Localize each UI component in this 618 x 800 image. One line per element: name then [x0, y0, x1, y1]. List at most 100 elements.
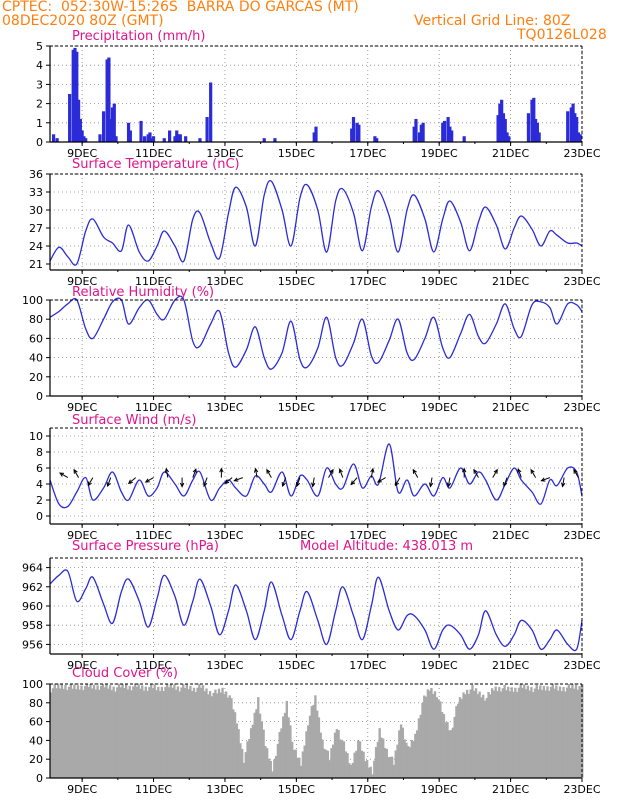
precip-bar: [205, 117, 209, 142]
cloud-bar: [78, 689, 81, 778]
cloud-bar: [423, 695, 426, 778]
cloud-bar: [382, 738, 385, 778]
x-tick-label: 21DEC: [492, 529, 529, 542]
cloud-bar: [542, 685, 546, 778]
cloud-bar: [76, 685, 80, 778]
precip-bar: [146, 134, 150, 142]
x-tick-label: 11DEC: [135, 529, 172, 542]
cloud-bar: [358, 741, 362, 778]
cloud-bar: [260, 721, 264, 778]
cloud-bar: [308, 715, 312, 778]
wind-arrow-head: [540, 477, 546, 482]
y-tick-label: 60: [29, 332, 43, 345]
cloud-bar: [469, 689, 472, 778]
y-tick-label: 100: [22, 294, 43, 307]
wind-arrow-head: [561, 482, 566, 488]
wind-arrow: [107, 477, 112, 487]
wind-arrow-head: [473, 468, 478, 474]
wind-arrow-head: [295, 482, 301, 488]
precip-bar: [110, 107, 115, 142]
cloud-bar: [483, 700, 487, 778]
cloud-bar: [269, 760, 272, 778]
series-line: [49, 179, 583, 266]
precip-bar: [569, 107, 573, 142]
cloud-bar: [310, 706, 313, 778]
x-tick-label: 13DEC: [206, 659, 243, 672]
series-line: [49, 569, 583, 652]
x-tick-label: 17DEC: [349, 783, 386, 796]
cloud-bar: [574, 684, 578, 778]
precip-bar: [148, 132, 152, 142]
precip-bar: [507, 136, 511, 142]
cloud-bar: [87, 687, 90, 778]
cloud-bar: [249, 728, 253, 778]
x-tick-label: 15DEC: [278, 783, 315, 796]
y-tick-label: 3: [36, 78, 43, 91]
cloud-bar: [383, 747, 387, 778]
precip-bar: [462, 136, 466, 142]
wind-arrow: [73, 469, 79, 478]
cloud-bar: [194, 691, 197, 778]
precip-bar: [500, 99, 504, 142]
cloud-bar: [551, 684, 555, 778]
cloud-bar: [346, 753, 349, 778]
cloud-bar: [528, 690, 531, 778]
wind-arrow-head: [573, 468, 578, 474]
cloud-bar: [153, 684, 156, 778]
panel-title: Cloud Cover (%): [72, 666, 178, 681]
x-tick-label: 21DEC: [492, 275, 529, 288]
y-tick-label: 960: [22, 600, 43, 613]
precip-bar: [441, 122, 445, 142]
precip-bar: [51, 134, 56, 142]
cloud-bar: [410, 739, 413, 778]
x-tick-label: 17DEC: [349, 401, 386, 414]
wind-arrow-head: [446, 482, 452, 488]
cloud-bar: [421, 702, 424, 778]
cloud-bar: [217, 688, 221, 778]
cloud-bar: [144, 686, 147, 778]
cloud-bar: [573, 688, 576, 778]
cloud-bar: [485, 698, 488, 778]
precip-bar: [496, 115, 500, 142]
wind-arrow: [165, 468, 169, 478]
x-tick-label: 15DEC: [278, 147, 315, 160]
wind-arrow-head: [192, 468, 197, 474]
precip-bar: [533, 118, 538, 142]
cloud-bar: [467, 693, 471, 778]
cloud-bar: [512, 691, 515, 778]
precip-bar: [419, 124, 423, 142]
wind-arrow-head: [350, 480, 356, 486]
precip-bar: [357, 124, 361, 142]
cloud-bar: [492, 690, 496, 778]
y-tick-label: 958: [22, 619, 43, 632]
cloud-bar: [66, 690, 69, 778]
cloud-bar: [282, 716, 285, 778]
cloud-bar: [480, 697, 483, 778]
cloud-bar: [133, 684, 137, 778]
cloud-bar: [344, 751, 347, 778]
precip-bar: [566, 111, 570, 142]
y-tick-label: 956: [22, 638, 43, 651]
cloud-bar: [296, 757, 299, 778]
cloud-bar: [294, 749, 297, 778]
cloud-bar: [564, 691, 567, 778]
precip-bar: [571, 103, 575, 142]
precip-bar: [373, 136, 377, 142]
cloud-bar: [449, 730, 453, 778]
precip-bar: [71, 49, 75, 143]
wind-arrow-head: [233, 477, 239, 482]
cloud-bar: [155, 690, 158, 778]
cloud-bar: [117, 684, 121, 778]
cloud-bar: [110, 690, 114, 778]
y-tick-label: 8: [36, 446, 43, 459]
cloud-bar: [380, 737, 383, 778]
cloud-bar: [408, 747, 412, 778]
cloud-bar: [499, 691, 503, 778]
cloud-bar: [173, 684, 176, 778]
cloud-bar: [108, 685, 112, 778]
precip-bar: [178, 134, 182, 142]
x-tick-label: 9DEC: [67, 783, 97, 796]
cloud-bar: [392, 764, 396, 778]
wind-arrow: [573, 469, 579, 478]
y-tick-label: 0: [36, 772, 43, 785]
